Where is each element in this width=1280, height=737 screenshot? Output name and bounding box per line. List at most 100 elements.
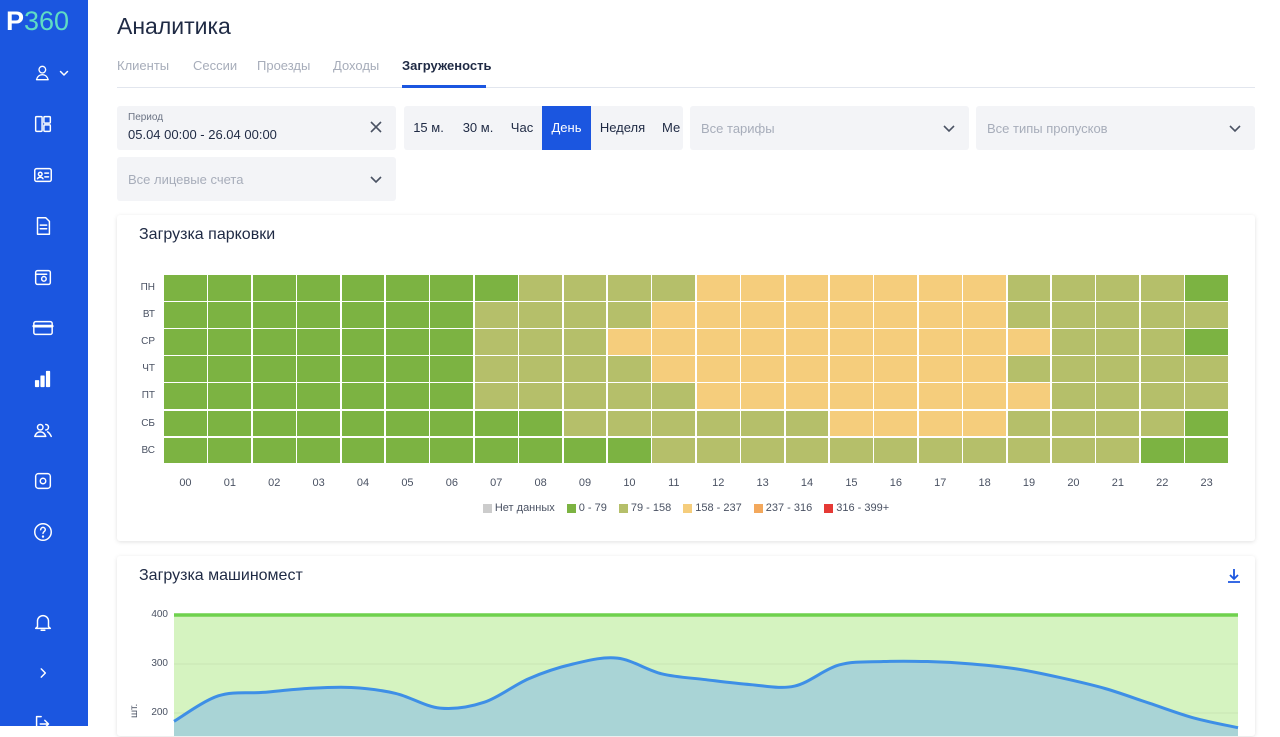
heatmap-cell[interactable]: [297, 410, 341, 437]
heatmap-cell[interactable]: [341, 275, 385, 301]
heatmap-cell[interactable]: [1140, 437, 1184, 464]
heatmap-cell[interactable]: [874, 410, 918, 437]
heatmap-cell[interactable]: [164, 275, 207, 301]
heatmap-cell[interactable]: [918, 437, 962, 464]
heatmap-cell[interactable]: [1185, 410, 1229, 437]
heatmap-cell[interactable]: [741, 356, 785, 382]
heatmap-cell[interactable]: [608, 275, 651, 301]
heatmap-cell[interactable]: [474, 329, 518, 355]
heatmap-cell[interactable]: [652, 356, 696, 382]
granularity-week[interactable]: Неделя: [599, 120, 646, 135]
heatmap-cell[interactable]: [652, 383, 696, 409]
granularity-month[interactable]: Ме: [662, 120, 681, 135]
heatmap-cell[interactable]: [785, 329, 829, 355]
heatmap-cell[interactable]: [252, 275, 296, 301]
heatmap-cell[interactable]: [1007, 437, 1051, 464]
heatmap-cell[interactable]: [741, 410, 785, 437]
heatmap-cell[interactable]: [1007, 383, 1051, 409]
sidebar-item-documents[interactable]: [30, 213, 56, 239]
heatmap-cell[interactable]: [608, 356, 651, 382]
heatmap-cell[interactable]: [164, 383, 207, 409]
heatmap-cell[interactable]: [1096, 383, 1140, 409]
heatmap-cell[interactable]: [1096, 410, 1140, 437]
heatmap-cell[interactable]: [785, 410, 829, 437]
heatmap-cell[interactable]: [430, 329, 474, 355]
period-field[interactable]: Период 05.04 00:00 - 26.04 00:00: [117, 106, 396, 150]
heatmap-cell[interactable]: [1007, 302, 1051, 328]
occupancy-line[interactable]: [173, 656, 1239, 730]
heatmap-cell[interactable]: [874, 437, 918, 464]
heatmap-cell[interactable]: [785, 356, 829, 382]
heatmap-cell[interactable]: [1140, 275, 1184, 301]
heatmap-cell[interactable]: [1096, 437, 1140, 464]
heatmap-cell[interactable]: [1052, 302, 1095, 328]
heatmap-cell[interactable]: [963, 383, 1007, 409]
heatmap-cell[interactable]: [1007, 356, 1051, 382]
heatmap-cell[interactable]: [341, 302, 385, 328]
expand-sidebar-button[interactable]: [30, 660, 56, 686]
heatmap-cell[interactable]: [252, 410, 296, 437]
heatmap-cell[interactable]: [741, 383, 785, 409]
heatmap-cell[interactable]: [830, 437, 873, 464]
heatmap-cell[interactable]: [430, 275, 474, 301]
account-select[interactable]: Все лицевые счета: [117, 157, 396, 201]
heatmap-cell[interactable]: [208, 437, 252, 464]
heatmap-cell[interactable]: [252, 437, 296, 464]
heatmap-cell[interactable]: [252, 383, 296, 409]
heatmap-cell[interactable]: [608, 329, 651, 355]
heatmap-cell[interactable]: [830, 302, 873, 328]
heatmap-cell[interactable]: [608, 437, 651, 464]
heatmap-cell[interactable]: [1007, 275, 1051, 301]
heatmap-cell[interactable]: [297, 329, 341, 355]
heatmap-cell[interactable]: [208, 383, 252, 409]
tab-clients[interactable]: Клиенты: [117, 58, 170, 73]
heatmap-cell[interactable]: [430, 410, 474, 437]
heatmap-cell[interactable]: [297, 275, 341, 301]
heatmap-cell[interactable]: [830, 383, 873, 409]
heatmap-cell[interactable]: [785, 275, 829, 301]
heatmap-cell[interactable]: [918, 329, 962, 355]
heatmap-cell[interactable]: [696, 275, 740, 301]
heatmap-cell[interactable]: [1096, 275, 1140, 301]
heatmap-cell[interactable]: [696, 437, 740, 464]
sidebar-item-wallet[interactable]: [30, 264, 56, 290]
sidebar-item-payments[interactable]: [30, 315, 56, 341]
heatmap-cell[interactable]: [963, 356, 1007, 382]
download-button[interactable]: [1225, 567, 1243, 585]
heatmap-cell[interactable]: [918, 383, 962, 409]
heatmap-cell[interactable]: [386, 302, 429, 328]
heatmap-cell[interactable]: [874, 302, 918, 328]
heatmap-cell[interactable]: [1185, 383, 1229, 409]
sidebar-item-dashboard[interactable]: [30, 111, 56, 137]
heatmap-cell[interactable]: [563, 275, 607, 301]
heatmap-cell[interactable]: [519, 275, 563, 301]
logout-button[interactable]: [30, 711, 56, 737]
heatmap-cell[interactable]: [696, 383, 740, 409]
heatmap-cell[interactable]: [1185, 275, 1229, 301]
heatmap-cell[interactable]: [874, 329, 918, 355]
heatmap-cell[interactable]: [874, 383, 918, 409]
heatmap-cell[interactable]: [297, 356, 341, 382]
heatmap-cell[interactable]: [386, 329, 429, 355]
heatmap-cell[interactable]: [652, 329, 696, 355]
heatmap-cell[interactable]: [1052, 329, 1095, 355]
sidebar-item-clients[interactable]: [30, 162, 56, 188]
heatmap-cell[interactable]: [1052, 410, 1095, 437]
heatmap-cell[interactable]: [874, 356, 918, 382]
heatmap-cell[interactable]: [963, 437, 1007, 464]
heatmap-cell[interactable]: [519, 437, 563, 464]
heatmap-cell[interactable]: [386, 437, 429, 464]
heatmap-cell[interactable]: [1185, 302, 1229, 328]
heatmap-cell[interactable]: [474, 302, 518, 328]
heatmap-cell[interactable]: [652, 437, 696, 464]
heatmap-cell[interactable]: [563, 437, 607, 464]
heatmap-cell[interactable]: [696, 356, 740, 382]
heatmap-cell[interactable]: [1185, 356, 1229, 382]
heatmap-cell[interactable]: [963, 329, 1007, 355]
heatmap-cell[interactable]: [696, 302, 740, 328]
heatmap-cell[interactable]: [297, 383, 341, 409]
heatmap-cell[interactable]: [519, 356, 563, 382]
heatmap-cell[interactable]: [918, 356, 962, 382]
heatmap-cell[interactable]: [297, 302, 341, 328]
heatmap-cell[interactable]: [963, 275, 1007, 301]
